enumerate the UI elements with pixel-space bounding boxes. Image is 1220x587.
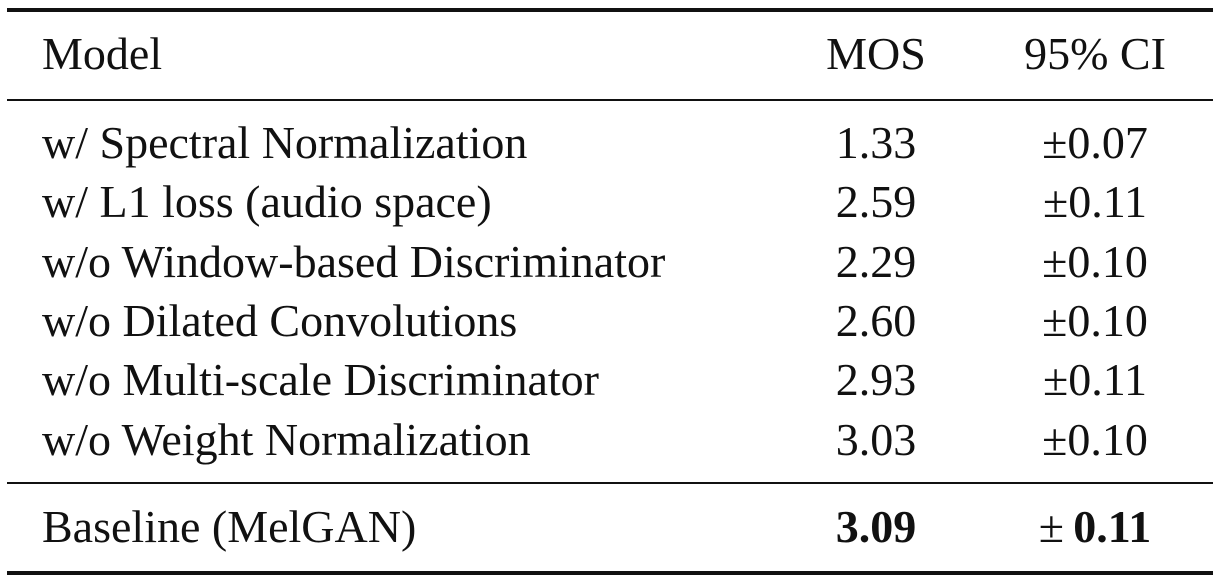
ci-cell: ±0.11 bbox=[1042, 176, 1148, 228]
ci-cell: ±0.10 bbox=[1042, 413, 1148, 465]
bottom-rule bbox=[7, 571, 1213, 575]
mos-cell: 2.93 bbox=[835, 354, 917, 406]
ci-cell: ±0.10 bbox=[1042, 235, 1148, 287]
ci-cell: ±0.07 bbox=[1042, 117, 1148, 168]
top-rule bbox=[7, 8, 1213, 12]
header-cell: Model bbox=[42, 28, 163, 79]
model-cell: w/o Multi-scale Discriminator bbox=[42, 354, 599, 406]
baseline-mos-value: 3.09 bbox=[835, 501, 917, 552]
baseline-ci: ± 0.11 bbox=[1000, 499, 1190, 555]
model-cell: w/ Spectral Normalization bbox=[42, 117, 528, 168]
baseline-mos: 3.09 bbox=[800, 499, 952, 555]
model-cell: w/o Weight Normalization bbox=[42, 413, 531, 465]
baseline-ci-sign: ± bbox=[1038, 501, 1065, 552]
baseline-ci-value: 0.11 bbox=[1073, 501, 1152, 552]
mos-cell: 2.29 bbox=[835, 235, 917, 287]
mos-cell: 1.33 bbox=[835, 117, 917, 168]
baseline-model: Baseline (MelGAN) bbox=[42, 501, 417, 552]
model-cell: w/o Window-based Discriminator bbox=[42, 235, 666, 287]
model-cell: w/ L1 loss (audio space) bbox=[42, 176, 492, 228]
ci-cell: ±0.11 bbox=[1042, 354, 1148, 406]
mos-cell: 3.03 bbox=[835, 413, 917, 465]
model-cell: w/o Dilated Convolutions bbox=[42, 294, 518, 346]
mos-cell: 2.60 bbox=[835, 294, 917, 346]
mid-rule bbox=[7, 99, 1213, 101]
header-cell: 95% CI bbox=[1024, 28, 1166, 79]
mid-rule bbox=[7, 482, 1213, 484]
mos-cell: 2.59 bbox=[835, 176, 917, 228]
header-cell: MOS bbox=[826, 28, 926, 79]
ci-cell: ±0.10 bbox=[1042, 294, 1148, 346]
